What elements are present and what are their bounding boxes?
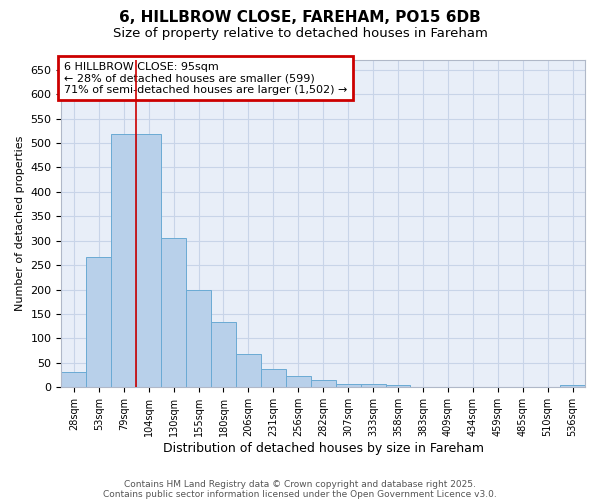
Bar	[311, 380, 335, 388]
Text: 6, HILLBROW CLOSE, FAREHAM, PO15 6DB: 6, HILLBROW CLOSE, FAREHAM, PO15 6DB	[119, 10, 481, 25]
Y-axis label: Number of detached properties: Number of detached properties	[15, 136, 25, 312]
Bar	[61, 372, 86, 388]
Bar	[86, 257, 111, 388]
Bar	[136, 134, 161, 388]
Bar	[261, 369, 286, 388]
Text: Contains HM Land Registry data © Crown copyright and database right 2025.: Contains HM Land Registry data © Crown c…	[124, 480, 476, 489]
X-axis label: Distribution of detached houses by size in Fareham: Distribution of detached houses by size …	[163, 442, 484, 455]
Bar	[111, 134, 136, 388]
Text: Contains public sector information licensed under the Open Government Licence v3: Contains public sector information licen…	[103, 490, 497, 499]
Bar	[361, 384, 386, 388]
Bar	[161, 238, 186, 388]
Bar	[211, 322, 236, 388]
Bar	[286, 376, 311, 388]
Bar	[236, 354, 261, 388]
Bar	[560, 385, 585, 388]
Bar	[386, 386, 410, 388]
Text: 6 HILLBROW CLOSE: 95sqm
← 28% of detached houses are smaller (599)
71% of semi-d: 6 HILLBROW CLOSE: 95sqm ← 28% of detache…	[64, 62, 347, 95]
Bar	[186, 290, 211, 388]
Bar	[335, 384, 361, 388]
Text: Size of property relative to detached houses in Fareham: Size of property relative to detached ho…	[113, 28, 487, 40]
